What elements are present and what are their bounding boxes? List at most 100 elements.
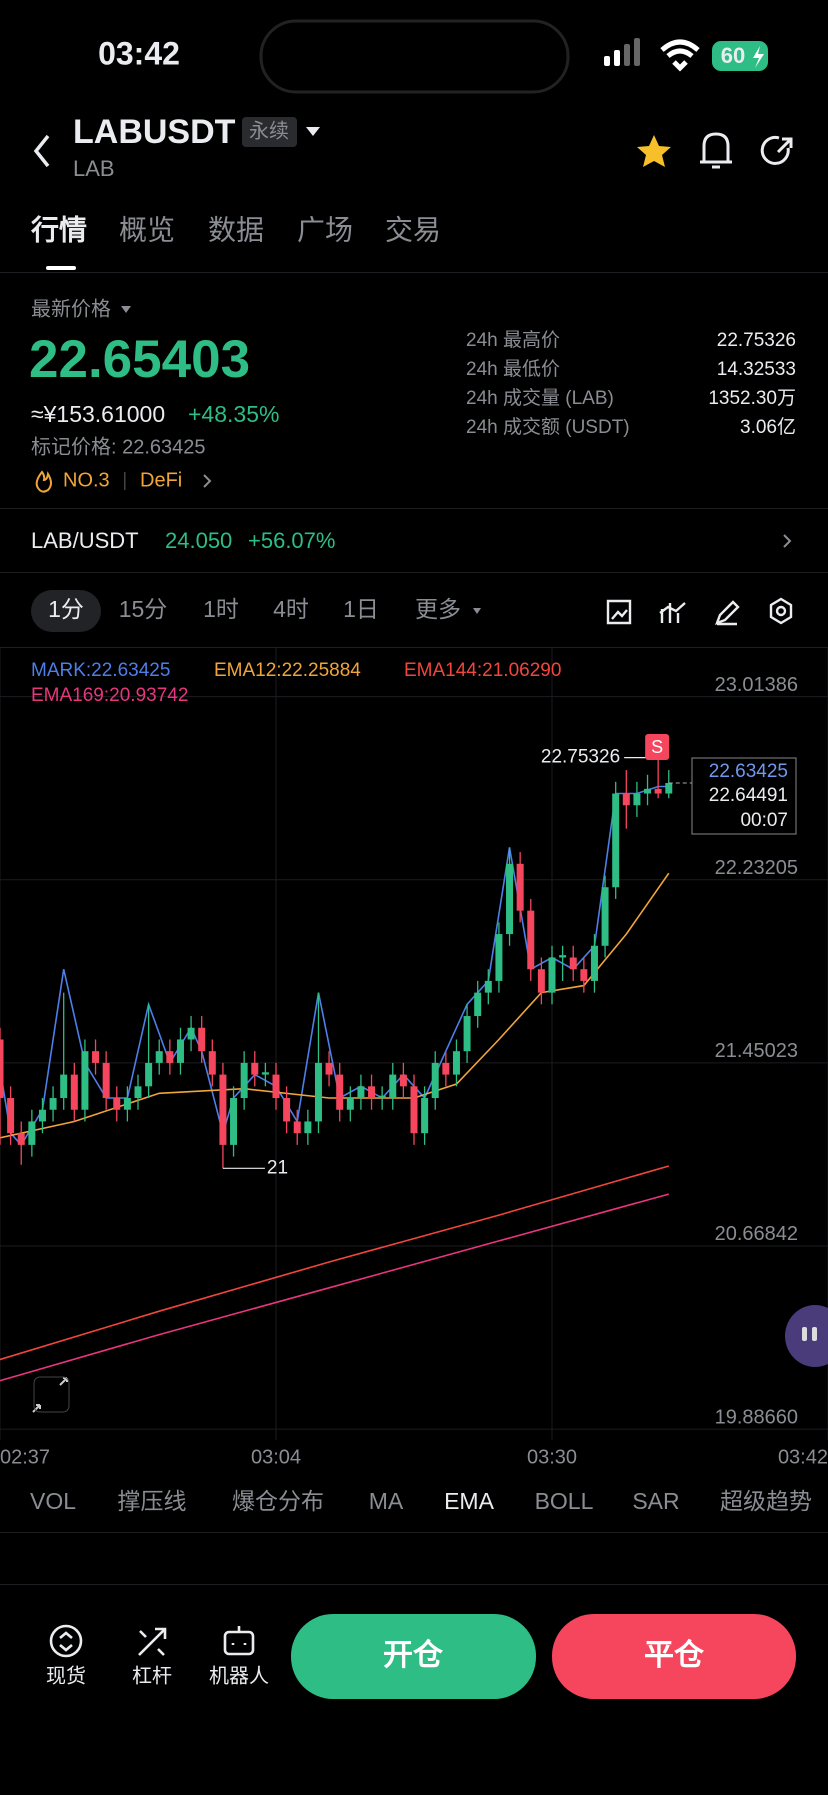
assistant-eye bbox=[802, 1327, 807, 1341]
candle-body bbox=[484, 980, 492, 993]
settings-icon[interactable] bbox=[769, 597, 793, 625]
indicator-icon[interactable] bbox=[659, 602, 686, 623]
close-button[interactable] bbox=[552, 1614, 796, 1699]
interval[interactable]: 15分 bbox=[119, 596, 168, 622]
last-price-tag: 22.64491 bbox=[709, 785, 788, 806]
candle-body bbox=[527, 910, 535, 970]
legend-entry: EMA144:21.06290 bbox=[404, 660, 561, 681]
tab[interactable]: 数据 bbox=[208, 214, 264, 245]
expand-icon[interactable] bbox=[32, 1377, 68, 1413]
indicator-line bbox=[0, 785, 669, 1147]
indicator-tab[interactable]: 爆仓分布 bbox=[232, 1488, 324, 1514]
share-icon[interactable] bbox=[760, 135, 793, 165]
close-button-label[interactable]: 平仓 bbox=[644, 1639, 705, 1672]
candle-body bbox=[81, 1051, 89, 1110]
candle-body bbox=[176, 1039, 184, 1063]
candle-body bbox=[251, 1062, 259, 1075]
candle-body bbox=[410, 1086, 418, 1134]
expand-button[interactable] bbox=[33, 1376, 70, 1413]
stat-label: 24h 最高价 bbox=[466, 329, 560, 351]
spot-icon-arrows[interactable] bbox=[59, 1631, 73, 1652]
nav-label[interactable]: 现货 bbox=[46, 1664, 86, 1687]
countdown: 00:07 bbox=[740, 810, 788, 831]
interval[interactable]: 4时 bbox=[273, 596, 309, 622]
spot-change: +56.07% bbox=[248, 528, 335, 553]
open-button[interactable] bbox=[291, 1614, 536, 1699]
candle-body bbox=[516, 863, 524, 911]
chevron[interactable] bbox=[203, 474, 212, 488]
spot-pair[interactable]: LAB/USDT bbox=[31, 528, 139, 553]
candle-body bbox=[633, 793, 641, 806]
candle-body bbox=[17, 1133, 25, 1145]
dropdown-arrow[interactable] bbox=[473, 608, 481, 614]
indicator-tab[interactable]: VOL bbox=[30, 1488, 76, 1514]
open-button-label[interactable]: 开仓 bbox=[383, 1639, 444, 1672]
candle-body bbox=[474, 992, 482, 1017]
candle-body bbox=[654, 788, 662, 794]
dropdown-arrow[interactable] bbox=[121, 306, 131, 313]
dropdown-arrow[interactable] bbox=[306, 127, 320, 136]
dynamic-island bbox=[259, 19, 570, 94]
rank[interactable]: NO.3 bbox=[63, 469, 110, 491]
favorite-icon[interactable] bbox=[637, 135, 671, 167]
tag-bg bbox=[242, 117, 297, 147]
alert-icon[interactable] bbox=[700, 132, 732, 169]
divider bbox=[0, 647, 828, 648]
stat-label: 24h 成交量 (LAB) bbox=[466, 387, 614, 409]
back-button[interactable] bbox=[33, 134, 50, 168]
candle-body bbox=[293, 1121, 301, 1134]
interval[interactable]: 1分 bbox=[48, 596, 84, 622]
candle-body bbox=[7, 1098, 15, 1134]
settings-icon-dot[interactable] bbox=[775, 605, 787, 617]
battery-level: 60 bbox=[721, 43, 745, 68]
tab[interactable]: 交易 bbox=[385, 214, 441, 245]
interval[interactable]: 1时 bbox=[203, 596, 239, 622]
spot-icon[interactable] bbox=[49, 1624, 83, 1658]
candle-body bbox=[442, 1062, 450, 1075]
candle-body bbox=[399, 1074, 407, 1087]
nav-label[interactable]: 机器人 bbox=[209, 1664, 269, 1687]
price-box bbox=[691, 757, 797, 835]
indicator-tab[interactable]: EMA bbox=[444, 1488, 495, 1514]
tab[interactable]: 广场 bbox=[297, 214, 353, 245]
tab-indicator bbox=[46, 266, 76, 270]
candle-body bbox=[389, 1074, 397, 1099]
leverage-icon[interactable] bbox=[138, 1627, 167, 1656]
indicator-tab[interactable]: BOLL bbox=[535, 1488, 594, 1514]
divider bbox=[0, 272, 828, 273]
sector[interactable]: DeFi bbox=[140, 469, 182, 491]
interval[interactable]: 1日 bbox=[343, 596, 379, 622]
candle-body bbox=[155, 1051, 163, 1063]
indicator-tab[interactable]: 超级趋势 bbox=[720, 1488, 812, 1514]
legend-entry: EMA12:22.25884 bbox=[214, 660, 361, 681]
candle-body bbox=[569, 957, 577, 970]
tab[interactable]: 概览 bbox=[119, 214, 175, 245]
legend-entry: MARK:22.63425 bbox=[31, 660, 170, 681]
candle-body bbox=[92, 1051, 100, 1063]
indicator-tab[interactable]: 撑压线 bbox=[118, 1488, 187, 1514]
candle-body bbox=[601, 887, 609, 946]
tab[interactable]: 行情 bbox=[30, 213, 87, 245]
interval[interactable]: 更多 bbox=[415, 596, 461, 622]
candle-body bbox=[506, 863, 514, 935]
x-tick-label: 03:04 bbox=[251, 1446, 301, 1468]
indicator-tab[interactable]: MA bbox=[369, 1488, 404, 1514]
chevron[interactable] bbox=[783, 534, 792, 548]
candle-body bbox=[230, 1098, 238, 1145]
y-tick-label: 21.45023 bbox=[715, 1040, 798, 1062]
draw-icon[interactable] bbox=[714, 600, 740, 626]
price-label: 最新价格 bbox=[31, 297, 111, 320]
signal-label: S bbox=[651, 737, 663, 757]
chart-type-icon[interactable] bbox=[606, 599, 632, 625]
candle-body bbox=[357, 1086, 365, 1099]
indicator-tab[interactable]: SAR bbox=[632, 1488, 679, 1514]
charging-icon bbox=[753, 46, 764, 68]
robot-icon-face[interactable] bbox=[231, 1626, 247, 1645]
contract-tag[interactable]: 永续 bbox=[249, 119, 289, 142]
nav-label[interactable]: 杠杆 bbox=[132, 1664, 172, 1687]
wifi-icon bbox=[660, 39, 700, 72]
candle-body bbox=[166, 1051, 174, 1063]
divider bbox=[0, 508, 828, 509]
